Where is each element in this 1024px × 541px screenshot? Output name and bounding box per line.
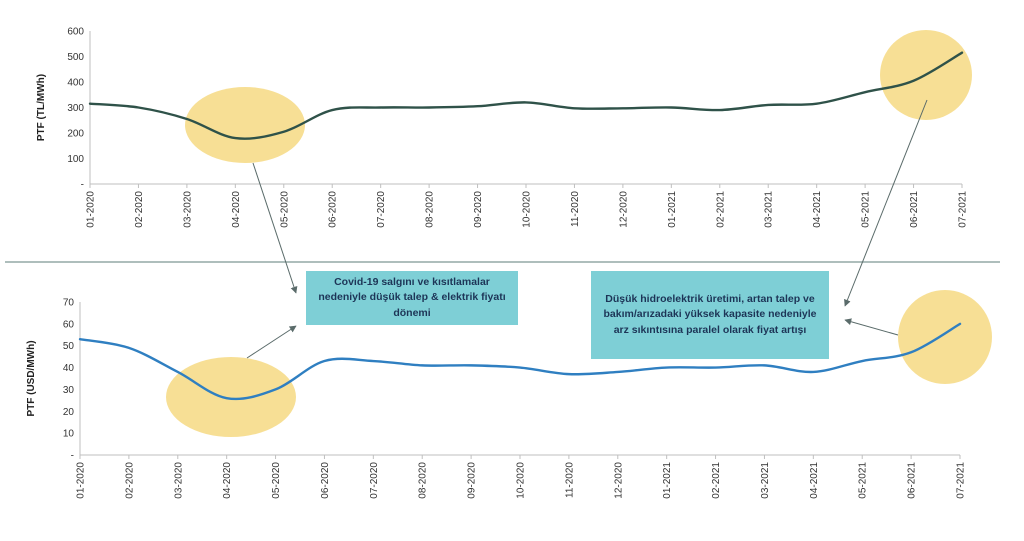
hydro-annotation-text: Düşük hidroelektrik üretimi, artan talep… (603, 293, 817, 336)
bottom-x-tick-label: 05-2020 (271, 462, 282, 499)
top-y-tick-label: - (81, 180, 84, 191)
top-x-tick-label: 07-2020 (376, 191, 387, 228)
top-x-tick-label: 02-2021 (715, 191, 726, 228)
top-x-tick-label: 12-2020 (618, 191, 629, 228)
bottom-chart-usd: - 10 20 30 40 50 60 70 01-2020 02-2020 03-2020 04-2… (26, 290, 992, 499)
top-series-line (88, 51, 964, 140)
bottom-y-tick-label: 10 (63, 429, 75, 440)
bottom-x-tick-label: 11-2020 (564, 462, 575, 498)
bottom-x-tick-label: 03-2020 (173, 462, 184, 499)
top-x-tick-label: 03-2021 (764, 191, 775, 228)
top-y-tick-label: 100 (67, 154, 84, 165)
bottom-x-tick-label: 12-2020 (613, 462, 624, 499)
bottom-series-line (78, 322, 962, 401)
top-x-tick-label: 02-2020 (134, 191, 145, 228)
top-y-tick-label: 300 (67, 103, 84, 114)
bottom-y-tick-label: 70 (63, 298, 75, 309)
top-x-tick-label: 09-2020 (473, 191, 484, 228)
bottom-y-axis-label: PTF (USD/MWh) (26, 340, 37, 416)
top-y-tick-label: 200 (67, 129, 84, 140)
bottom-x-tick-label: 03-2021 (760, 462, 771, 499)
bottom-x-tick-label: 10-2020 (516, 462, 527, 499)
bottom-y-tick-label: 50 (63, 341, 75, 352)
bottom-highlight-04-2020 (166, 357, 296, 437)
top-chart-tl: - 100 200 300 400 500 600 01-2020 02-2020 03-2020… (36, 27, 972, 228)
bottom-x-tick-label: 06-2020 (320, 462, 331, 499)
top-x-tick-label: 03-2020 (182, 191, 193, 228)
arrow-top-hydro (844, 99, 928, 307)
top-x-tick-label: 05-2021 (861, 191, 872, 228)
top-x-tick-label: 05-2020 (279, 191, 290, 228)
bottom-x-tick-label: 02-2020 (124, 462, 135, 499)
bottom-x-tick-label: 07-2021 (956, 462, 967, 499)
bottom-y-tick-label: 40 (63, 363, 75, 374)
covid-annotation-box: Covid-19 salgını ve kısıtlamalar nedeniy… (306, 271, 518, 325)
top-x-tick-label: 01-2021 (667, 191, 678, 228)
bottom-x-tick-label: 06-2021 (907, 462, 918, 499)
top-y-axis-label: PTF (TL/MWh) (36, 74, 47, 141)
bottom-x-tick-label: 08-2020 (418, 462, 429, 499)
covid-annotation-text: Covid-19 salgını ve kısıtlamalar nedeniy… (318, 276, 506, 319)
bottom-x-tick-label: 05-2021 (858, 462, 869, 499)
top-y-tick-label: 500 (67, 52, 84, 63)
bottom-x-tick-label: 04-2021 (809, 462, 820, 499)
top-x-tick-label: 01-2020 (86, 191, 97, 228)
bottom-y-tick-label: 60 (63, 319, 75, 330)
top-x-tick-label: 04-2020 (231, 191, 242, 228)
bottom-y-tick-label: 20 (63, 407, 75, 418)
bottom-x-tick-label: 09-2020 (467, 462, 478, 499)
annotation-arrows (246, 99, 928, 359)
top-x-tick-label: 04-2021 (812, 191, 823, 228)
top-y-tick-label: 400 (67, 78, 84, 89)
bottom-x-tick-label: 01-2020 (76, 462, 87, 499)
top-x-tick-label: 07-2021 (958, 191, 969, 228)
bottom-x-tick-label: 07-2020 (369, 462, 380, 499)
bottom-x-tick-label: 02-2021 (711, 462, 722, 499)
top-x-tick-label: 11-2020 (570, 191, 581, 227)
top-x-tick-label: 08-2020 (425, 191, 436, 228)
bottom-highlight-06-2021 (898, 290, 992, 384)
arrow-top-covid (252, 162, 298, 294)
top-y-tick-label: 600 (67, 27, 84, 38)
arrow-bottom-hydro (844, 318, 899, 336)
top-x-tick-label: 06-2020 (328, 191, 339, 228)
top-x-tick-label: 06-2021 (909, 191, 920, 228)
top-x-tick-label: 10-2020 (522, 191, 533, 228)
bottom-x-tick-label: 01-2021 (662, 462, 673, 499)
bottom-x-tick-label: 04-2020 (222, 462, 233, 499)
top-highlight-04-2020 (185, 87, 305, 163)
arrow-bottom-covid (246, 325, 297, 359)
bottom-y-tick-label: 30 (63, 385, 75, 396)
hydro-annotation-box: Düşük hidroelektrik üretimi, artan talep… (591, 271, 829, 359)
bottom-y-tick-label: - (71, 451, 74, 462)
